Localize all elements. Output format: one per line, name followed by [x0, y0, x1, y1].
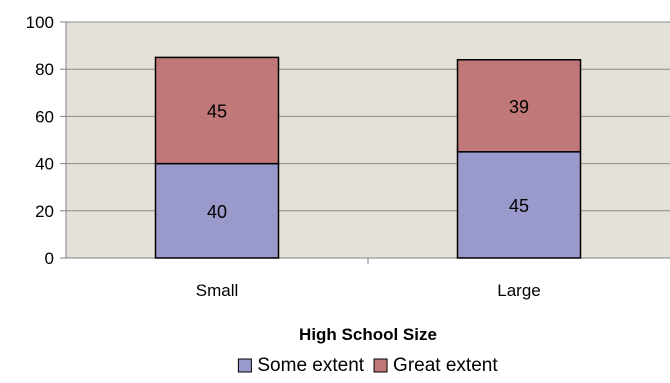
x-tick-label: Small — [196, 281, 239, 300]
bars: 40 45 45 39 — [154, 56, 582, 259]
bar-segment — [154, 56, 280, 165]
y-tick-label: 20 — [35, 202, 54, 221]
x-axis-ticks: Small Large — [196, 258, 541, 300]
y-tick-label: 100 — [26, 13, 54, 32]
bar-segment — [456, 59, 582, 153]
data-label: 45 — [509, 196, 529, 216]
bar-segment — [154, 162, 280, 259]
y-tick-label: 0 — [45, 249, 54, 268]
legend: Some extent Great extent — [237, 355, 498, 376]
data-label: 39 — [509, 97, 529, 117]
x-tick-label: Large — [497, 281, 540, 300]
x-axis-title: High School Size — [299, 325, 437, 344]
y-tick-label: 80 — [35, 60, 54, 79]
y-tick-label: 40 — [35, 155, 54, 174]
bar-segment — [456, 151, 582, 259]
y-axis-ticks: 0 20 40 60 80 100 — [26, 13, 66, 268]
y-tick-label: 60 — [35, 107, 54, 126]
legend-swatch — [237, 358, 252, 373]
data-label: 45 — [207, 102, 227, 122]
data-label: 40 — [207, 202, 227, 222]
legend-label: Great extent — [393, 355, 498, 376]
legend-swatch — [373, 358, 388, 373]
legend-label: Some extent — [257, 355, 364, 376]
